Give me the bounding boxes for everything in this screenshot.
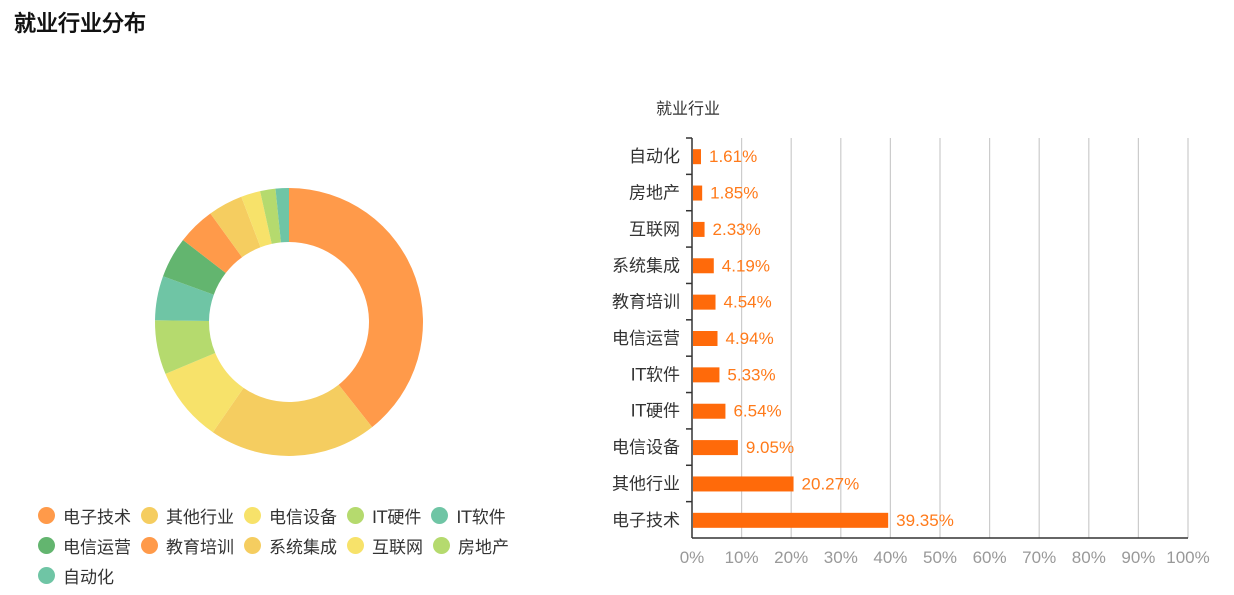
- legend-label: 其他行业: [166, 507, 234, 528]
- y-category-label: IT软件: [631, 365, 680, 385]
- y-category-label: IT硬件: [631, 402, 680, 422]
- legend-item[interactable]: 教育培训: [141, 533, 234, 558]
- bar-value-label: 39.35%: [896, 511, 954, 530]
- bar-value-label: 2.33%: [713, 220, 761, 239]
- legend-label: 系统集成: [269, 537, 337, 558]
- legend-dot-icon: [244, 536, 261, 554]
- legend-dot-icon: [347, 506, 364, 524]
- legend-label: IT硬件: [372, 507, 422, 528]
- donut-slice[interactable]: [241, 191, 272, 248]
- bar-value-label: 1.61%: [709, 147, 757, 166]
- x-tick-label: 60%: [973, 548, 1007, 567]
- page-title: 就业行业分布: [14, 12, 147, 37]
- legend-item[interactable]: 房地产: [433, 533, 509, 558]
- legend-item[interactable]: IT硬件: [347, 503, 421, 528]
- legend-dot-icon: [38, 536, 55, 554]
- donut-slice[interactable]: [163, 240, 226, 295]
- x-tick-label: 30%: [824, 548, 858, 567]
- y-category-label: 电信设备: [612, 438, 680, 458]
- legend-label: IT软件: [456, 507, 506, 528]
- y-category-label: 系统集成: [612, 256, 680, 276]
- donut-slice[interactable]: [210, 196, 261, 258]
- y-category-label: 教育培训: [612, 293, 680, 313]
- y-category-label: 自动化: [629, 147, 680, 167]
- bar[interactable]: [693, 440, 738, 456]
- legend-dot-icon: [141, 506, 158, 524]
- x-tick-label: 100%: [1166, 548, 1209, 567]
- x-tick-label: 80%: [1072, 548, 1106, 567]
- bar[interactable]: [693, 221, 705, 237]
- x-tick-label: 20%: [774, 548, 808, 567]
- legend-dot-icon: [433, 536, 450, 554]
- donut-slice[interactable]: [275, 188, 289, 243]
- legend-label: 互联网: [372, 537, 423, 558]
- legend-item[interactable]: 电信设备: [244, 503, 337, 528]
- legend-row: 自动化: [38, 560, 578, 590]
- x-tick-label: 50%: [923, 548, 957, 567]
- donut-slice[interactable]: [183, 213, 243, 274]
- donut-legend: 电子技术 其他行业 电信设备 IT硬件 IT软件电信运营 教育培训 系统集成 互联网 房地产自动…: [38, 500, 578, 590]
- legend-item[interactable]: 互联网: [347, 533, 423, 558]
- bar[interactable]: [693, 367, 720, 383]
- legend-dot-icon: [38, 506, 55, 524]
- legend-item[interactable]: IT软件: [431, 503, 506, 528]
- y-category-label: 其他行业: [612, 474, 680, 494]
- legend-item[interactable]: 其他行业: [141, 503, 234, 528]
- x-tick-label: 0%: [680, 548, 705, 567]
- donut-chart: [154, 188, 423, 456]
- donut-slice[interactable]: [165, 352, 244, 433]
- donut-slice[interactable]: [260, 188, 281, 244]
- bar-value-label: 6.54%: [733, 402, 781, 421]
- bar[interactable]: [693, 258, 714, 274]
- x-tick-label: 40%: [873, 548, 907, 567]
- bar[interactable]: [693, 512, 889, 528]
- legend-dot-icon: [244, 506, 261, 524]
- x-tick-label: 90%: [1121, 548, 1155, 567]
- legend-item[interactable]: 电信运营: [38, 533, 131, 558]
- legend-label: 自动化: [63, 567, 114, 588]
- legend-label: 电子技术: [63, 507, 131, 528]
- legend-dot-icon: [38, 566, 55, 584]
- bar-value-label: 20.27%: [802, 474, 860, 493]
- bar-chart-title: 就业行业: [656, 99, 721, 118]
- y-category-label: 房地产: [629, 184, 680, 204]
- legend-item[interactable]: 电子技术: [38, 503, 131, 528]
- bar-value-label: 4.54%: [724, 293, 772, 312]
- x-tick-label: 10%: [725, 548, 759, 567]
- legend-item[interactable]: 自动化: [38, 563, 114, 588]
- bar-value-label: 9.05%: [746, 438, 794, 457]
- legend-dot-icon: [347, 536, 364, 554]
- bar[interactable]: [693, 149, 701, 165]
- y-category-label: 电子技术: [612, 511, 680, 531]
- donut-slice[interactable]: [155, 276, 214, 321]
- legend-dot-icon: [431, 506, 449, 524]
- donut-slice[interactable]: [289, 188, 423, 428]
- bar-value-label: 4.94%: [726, 329, 774, 348]
- bar-value-label: 4.19%: [722, 256, 770, 275]
- y-category-label: 互联网: [629, 220, 680, 240]
- x-tick-label: 70%: [1022, 548, 1056, 567]
- legend-label: 教育培训: [166, 537, 234, 558]
- bar-value-label: 5.33%: [727, 365, 775, 384]
- legend-label: 电信设备: [269, 507, 337, 528]
- legend-label: 电信运营: [63, 537, 131, 558]
- bar-value-label: 1.85%: [710, 184, 758, 203]
- legend-label: 房地产: [458, 537, 509, 558]
- bar[interactable]: [693, 331, 718, 346]
- legend-row: 电子技术 其他行业 电信设备 IT硬件 IT软件: [38, 500, 578, 530]
- legend-dot-icon: [141, 536, 158, 554]
- donut-slice[interactable]: [154, 320, 216, 374]
- bar[interactable]: [693, 403, 726, 419]
- legend-row: 电信运营 教育培训 系统集成 互联网 房地产: [38, 530, 578, 560]
- donut-slice[interactable]: [212, 384, 373, 456]
- bar[interactable]: [693, 476, 794, 492]
- bar[interactable]: [693, 185, 703, 201]
- legend-item[interactable]: 系统集成: [244, 533, 337, 558]
- bar[interactable]: [693, 294, 716, 310]
- y-category-label: 电信运营: [612, 329, 680, 349]
